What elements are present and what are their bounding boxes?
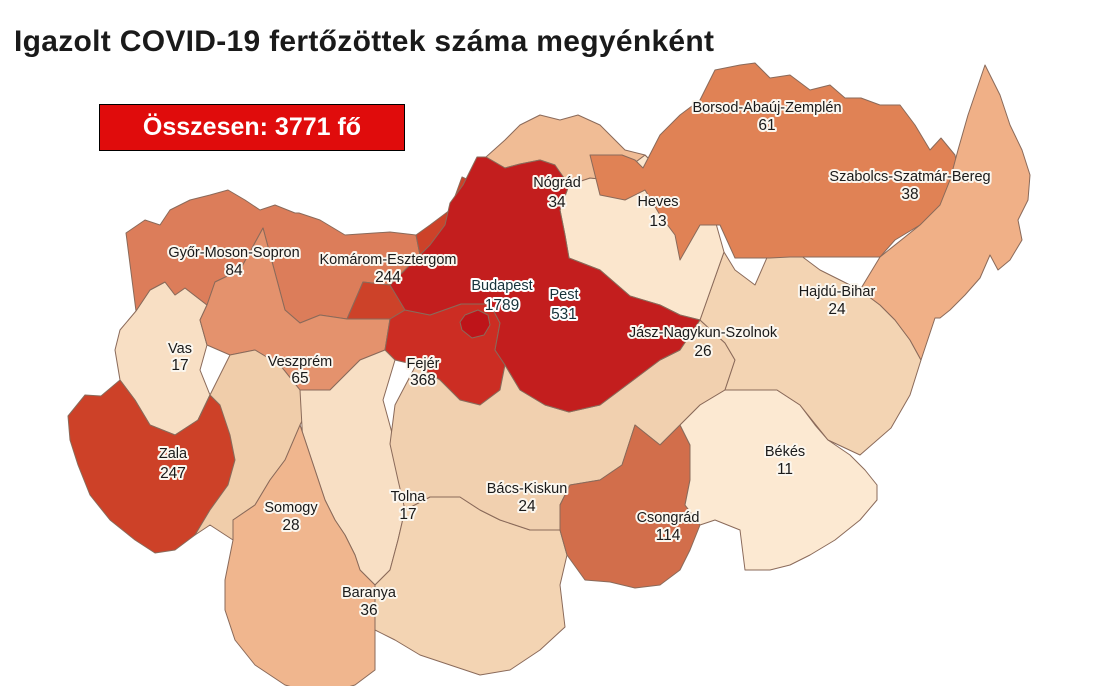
svg-text:Fejér: Fejér [406,356,439,372]
svg-text:1789: 1789 [485,297,519,314]
svg-text:Borsod-Abaúj-Zemplén: Borsod-Abaúj-Zemplén [692,100,841,116]
svg-text:Békés: Békés [765,444,805,460]
svg-text:Pest: Pest [549,287,578,303]
svg-text:28: 28 [282,517,299,534]
svg-text:24: 24 [828,301,846,318]
svg-text:65: 65 [291,370,308,387]
svg-text:26: 26 [694,343,711,360]
svg-text:531: 531 [551,306,577,323]
svg-text:244: 244 [375,269,401,286]
svg-text:Hajdú-Bihar: Hajdú-Bihar [799,284,876,300]
svg-text:Somogy: Somogy [264,500,318,516]
svg-text:Budapest: Budapest [471,278,532,294]
svg-text:Bács-Kiskun: Bács-Kiskun [487,481,568,497]
svg-text:Nógrád: Nógrád [533,175,581,191]
svg-text:17: 17 [399,506,416,523]
svg-text:Vas: Vas [168,341,192,357]
svg-text:Veszprém: Veszprém [268,354,332,370]
svg-text:38: 38 [901,186,918,203]
svg-text:368: 368 [410,372,436,389]
svg-text:61: 61 [758,117,775,134]
svg-text:Komárom-Esztergom: Komárom-Esztergom [320,252,457,268]
svg-text:24: 24 [518,498,536,515]
svg-text:Jász-Nagykun-Szolnok: Jász-Nagykun-Szolnok [629,325,778,341]
svg-text:Tolna: Tolna [391,489,427,505]
svg-text:114: 114 [656,527,681,544]
svg-text:Baranya: Baranya [342,585,397,601]
svg-text:Csongrád: Csongrád [637,510,700,526]
svg-text:Zala: Zala [159,446,188,462]
svg-text:Szabolcs-Szatmár-Bereg: Szabolcs-Szatmár-Bereg [829,169,990,185]
svg-text:11: 11 [777,461,793,478]
svg-text:Győr-Moson-Sopron: Győr-Moson-Sopron [168,245,299,261]
svg-text:Heves: Heves [637,194,678,210]
svg-text:13: 13 [649,213,666,230]
svg-text:84: 84 [225,262,243,279]
svg-text:34: 34 [548,194,566,211]
svg-text:17: 17 [171,357,188,374]
svg-text:36: 36 [360,602,377,619]
svg-text:247: 247 [160,465,186,482]
